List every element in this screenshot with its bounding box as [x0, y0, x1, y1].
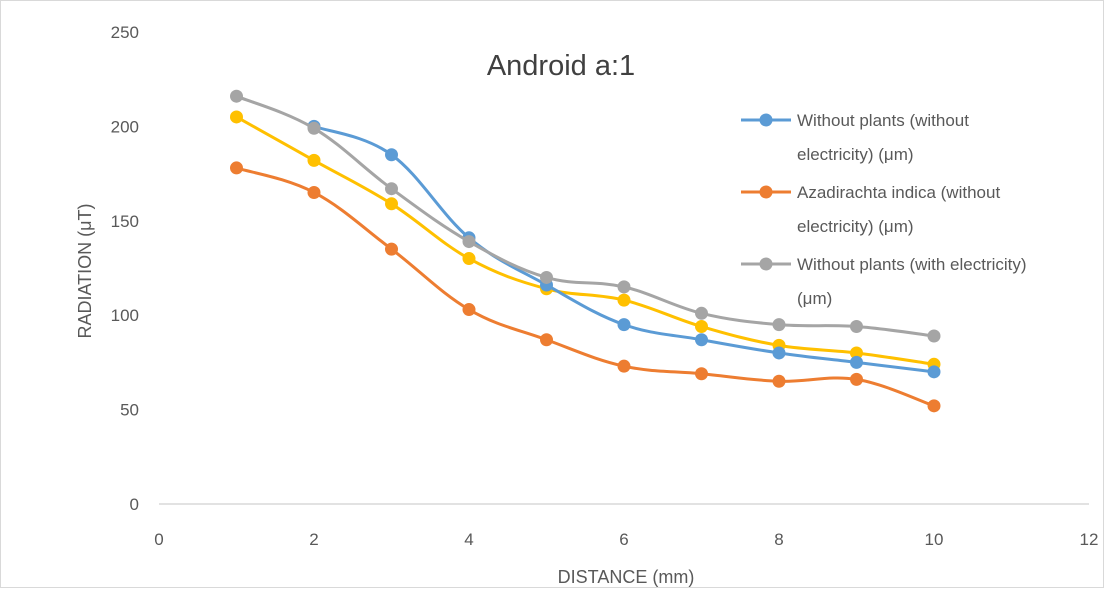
data-point: [385, 148, 398, 161]
data-point: [385, 197, 398, 210]
x-tick-label: 6: [619, 530, 628, 549]
data-point: [618, 360, 631, 373]
legend-label: Without plants (with electricity): [797, 255, 1027, 274]
x-tick-label: 12: [1080, 530, 1099, 549]
y-tick-labels: 0 50 100 150 200 250: [111, 23, 139, 514]
data-point: [308, 186, 321, 199]
legend-marker: [760, 258, 773, 271]
data-point: [773, 375, 786, 388]
data-point: [850, 373, 863, 386]
y-tick-label: 50: [120, 401, 139, 420]
data-point: [773, 318, 786, 331]
data-point: [385, 182, 398, 195]
x-tick-label: 8: [774, 530, 783, 549]
y-tick-label: 250: [111, 23, 139, 42]
data-point: [618, 294, 631, 307]
data-point: [695, 320, 708, 333]
data-point: [230, 90, 243, 103]
data-point: [385, 243, 398, 256]
plot-series: [230, 90, 941, 413]
data-point: [618, 280, 631, 293]
data-point: [928, 329, 941, 342]
data-point: [463, 235, 476, 248]
data-point: [230, 110, 243, 123]
x-axis-title: DISTANCE (mm): [558, 567, 695, 587]
legend-marker: [760, 186, 773, 199]
y-tick-label: 0: [130, 495, 139, 514]
data-point: [463, 303, 476, 316]
data-point: [308, 154, 321, 167]
data-point: [928, 365, 941, 378]
series-line: [237, 168, 935, 406]
data-point: [695, 307, 708, 320]
y-tick-label: 200: [111, 117, 139, 136]
y-tick-label: 100: [111, 306, 139, 325]
data-point: [463, 252, 476, 265]
data-point: [308, 122, 321, 135]
x-tick-label: 2: [309, 530, 318, 549]
data-point: [695, 333, 708, 346]
data-point: [230, 161, 243, 174]
data-point: [695, 367, 708, 380]
chart-title: Android a:1: [487, 50, 635, 82]
x-tick-label: 4: [464, 530, 473, 549]
data-point: [850, 320, 863, 333]
legend-label: Without plants (without: [797, 111, 969, 130]
legend-label: (μm): [797, 289, 832, 308]
data-point: [773, 346, 786, 359]
legend-label: Azadirachta indica (without: [797, 183, 1000, 202]
data-point: [928, 399, 941, 412]
legend-item: Without plants (without electricity) (μm): [741, 111, 969, 164]
legend-marker: [760, 114, 773, 127]
legend-label: electricity) (μm): [797, 217, 914, 236]
x-tick-labels: 0 2 4 6 8 10 12: [154, 530, 1098, 549]
x-tick-label: 0: [154, 530, 163, 549]
x-tick-label: 10: [925, 530, 944, 549]
data-point: [540, 333, 553, 346]
data-point: [850, 356, 863, 369]
data-point: [618, 318, 631, 331]
legend: Without plants (without electricity) (μm)…: [741, 111, 1027, 308]
y-tick-label: 150: [111, 212, 139, 231]
legend-label: electricity) (μm): [797, 145, 914, 164]
legend-item: Azadirachta indica (without electricity) …: [741, 183, 1000, 236]
data-point: [540, 271, 553, 284]
legend-item: Without plants (with electricity) (μm): [741, 255, 1027, 308]
y-axis-title: RADIATION (μT): [75, 203, 95, 338]
